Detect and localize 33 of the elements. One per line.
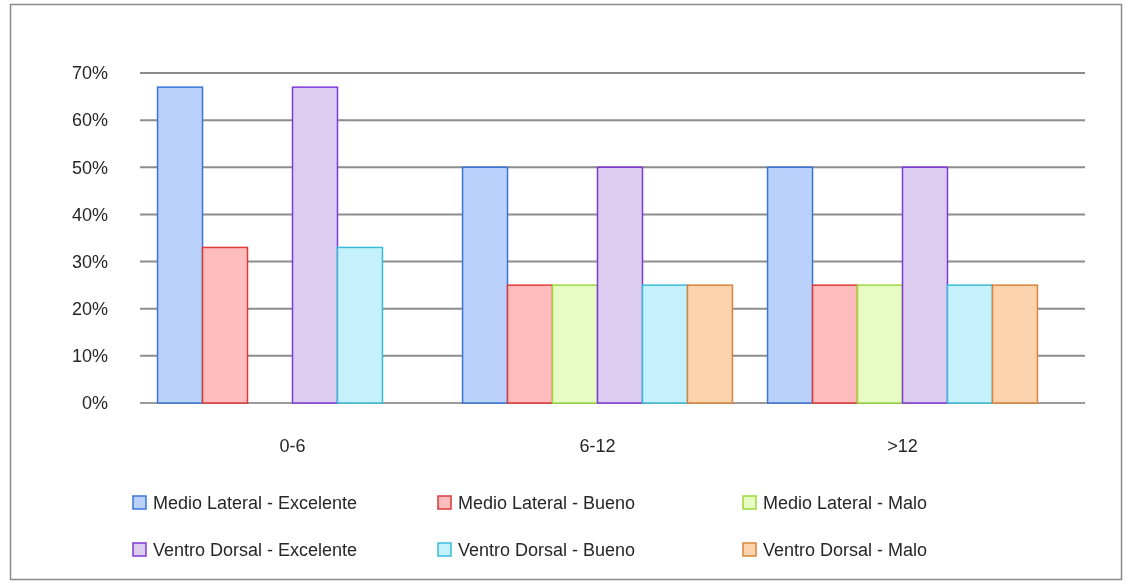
y-tick-label: 20%: [71, 299, 108, 320]
y-tick-label: 50%: [71, 157, 108, 178]
legend-label: Ventro Dorsal - Malo: [763, 540, 928, 561]
bar: [991, 284, 1039, 404]
y-tick-label: 70%: [71, 63, 108, 84]
bar: [201, 246, 249, 404]
legend-label: Medio Lateral - Malo: [763, 493, 928, 514]
bar: [506, 284, 554, 404]
bar: [461, 166, 509, 404]
bar: [686, 284, 734, 404]
bar: [946, 284, 994, 404]
bar: [766, 166, 814, 404]
x-tick-label: >12: [887, 436, 918, 457]
bar: [856, 284, 904, 404]
bar: [811, 284, 859, 404]
legend-label: Ventro Dorsal - Excelente: [153, 540, 358, 561]
legend-label: Medio Lateral - Excelente: [153, 493, 358, 514]
legend-label: Ventro Dorsal - Bueno: [458, 540, 636, 561]
y-tick-label: 0%: [81, 393, 108, 414]
bar: [641, 284, 689, 404]
y-tick-label: 60%: [71, 110, 108, 131]
bar: [156, 86, 204, 404]
y-tick-label: 30%: [71, 251, 108, 272]
x-tick-label: 0-6: [279, 436, 306, 457]
bar: [336, 246, 384, 404]
bar: [551, 284, 599, 404]
bar: [901, 166, 949, 404]
bar: [291, 86, 339, 404]
y-tick-label: 40%: [71, 204, 108, 225]
bar: [596, 166, 644, 404]
y-tick-label: 10%: [71, 346, 108, 367]
x-tick-label: 6-12: [579, 436, 616, 457]
legend-label: Medio Lateral - Bueno: [458, 493, 636, 514]
